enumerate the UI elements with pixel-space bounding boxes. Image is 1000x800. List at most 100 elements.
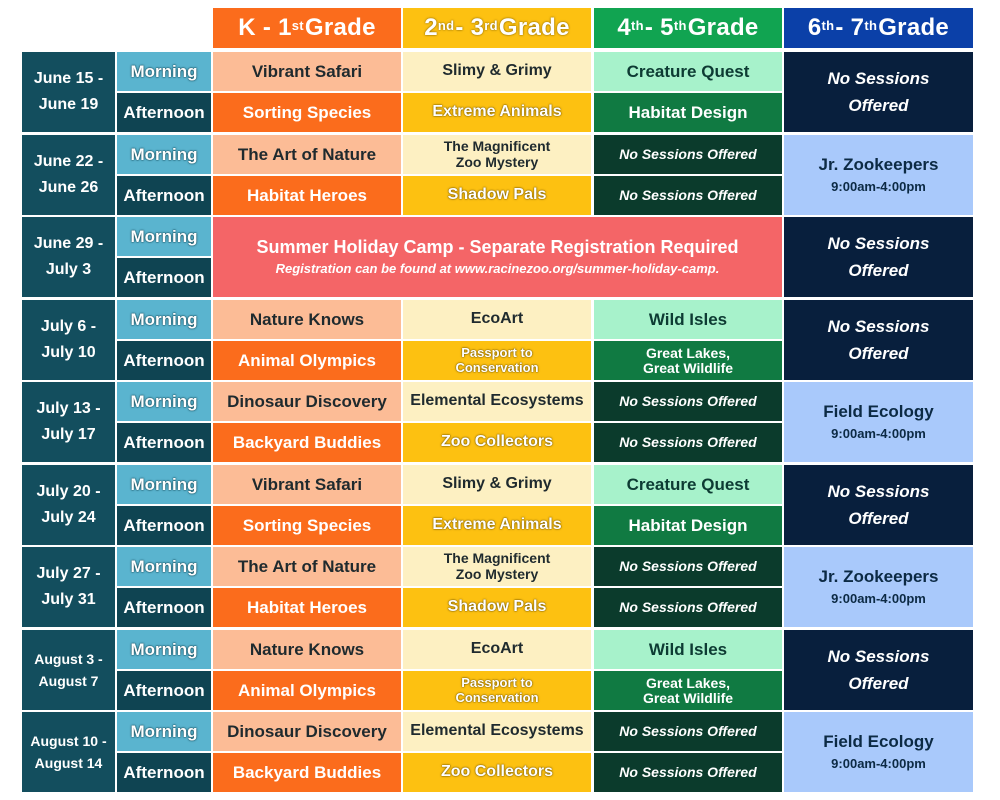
g23-afternoon-session: Zoo Collectors <box>403 753 591 792</box>
session-name: Animal Olympics <box>238 350 376 370</box>
session-name-line: Habitat Design <box>628 102 748 122</box>
slot-afternoon-label: Afternoon <box>123 597 205 617</box>
g45-morning-session: Wild Isles <box>594 300 782 339</box>
header-k1-b: Grade <box>304 14 376 41</box>
k1-afternoon-session: Animal Olympics <box>213 671 401 710</box>
slot-morning: Morning <box>117 52 211 91</box>
g67-week-session: Field Ecology 9:00am-4:00pm <box>784 712 973 792</box>
g67-line-2: 9:00am-4:00pm <box>831 755 926 771</box>
session-name-line: Shadow Pals <box>447 186 547 204</box>
session-name: Animal Olympics <box>238 680 376 700</box>
session-name-line: No Sessions Offered <box>619 723 757 740</box>
session-name: Nature Knows <box>249 309 365 329</box>
header-g23-a: 2 <box>424 14 438 41</box>
g67-line-1: No Sessions <box>827 316 930 336</box>
session-name: The Art of Nature <box>237 144 377 164</box>
g45-afternoon-session: Great Lakes, Great Wildlife <box>594 341 782 380</box>
session-name-line: Great Lakes, <box>645 344 731 361</box>
holiday-camp-banner: Summer Holiday Camp - Separate Registrat… <box>213 217 782 297</box>
header-g67-a-sup: th <box>821 17 835 33</box>
slot-afternoon: Afternoon <box>117 671 211 710</box>
g45-afternoon-session: No Sessions Offered <box>594 423 782 462</box>
week-start-date: June 29 - <box>33 235 104 253</box>
session-name: Sorting Species <box>242 102 372 122</box>
session-name-line: Creature Quest <box>626 61 750 81</box>
slot-morning: Morning <box>117 547 211 586</box>
session-name: The Art of Nature <box>237 556 377 576</box>
g67-line-2: 9:00am-4:00pm <box>831 590 926 606</box>
g67-line-1: No Sessions <box>827 646 930 666</box>
k1-morning-session: Dinosaur Discovery <box>213 382 401 421</box>
slot-afternoon: Afternoon <box>117 423 211 462</box>
k1-afternoon-session: Sorting Species <box>213 93 401 132</box>
session-name-line: Great Wildlife <box>642 359 734 376</box>
k1-afternoon-session: Habitat Heroes <box>213 588 401 627</box>
week-dates: June 22 - June 26 <box>22 135 115 215</box>
slot-afternoon: Afternoon <box>117 753 211 792</box>
g23-afternoon-session: Extreme Animals <box>403 506 591 545</box>
session-name-line: No Sessions Offered <box>619 558 757 575</box>
g45-afternoon-session: No Sessions Offered <box>594 176 782 215</box>
session-name-line: No Sessions Offered <box>619 187 757 204</box>
week-row: July 6 - July 10 Morning Afternoon Nature Kn… <box>0 300 1000 380</box>
g23-morning-session: Slimy & Grimy <box>403 465 591 504</box>
header-g45-a-sup: th <box>631 17 644 33</box>
week-end-date: July 24 <box>41 509 96 526</box>
session-name-line: Great Wildlife <box>642 689 734 706</box>
g45-afternoon-session: No Sessions Offered <box>594 753 782 792</box>
slot-afternoon: Afternoon <box>117 341 211 380</box>
session-name-line: Zoo Mystery <box>455 565 539 582</box>
header-g23-c: Grade <box>498 14 570 41</box>
session-name: Nature Knows <box>249 639 365 659</box>
g23-afternoon-session: Shadow Pals <box>403 176 591 215</box>
slot-morning: Morning <box>117 217 211 256</box>
g45-afternoon-session: Great Lakes, Great Wildlife <box>594 671 782 710</box>
g45-afternoon-session: Habitat Design <box>594 506 782 545</box>
slot-afternoon-label: Afternoon <box>123 515 205 535</box>
week-dates: August 3 - August 7 <box>22 630 115 710</box>
k1-afternoon-session: Animal Olympics <box>213 341 401 380</box>
k1-morning-session: Vibrant Safari <box>213 52 401 91</box>
g67-week-session: Field Ecology 9:00am-4:00pm <box>784 382 973 462</box>
week-dates: June 29 - July 3 <box>22 217 115 297</box>
k1-morning-session: Dinosaur Discovery <box>213 712 401 751</box>
g67-line-1: No Sessions <box>827 233 930 253</box>
g67-line-2: Offered <box>848 261 909 280</box>
session-name-line: No Sessions Offered <box>619 146 757 163</box>
g67-line-1: No Sessions <box>827 481 930 501</box>
k1-morning-session: The Art of Nature <box>213 547 401 586</box>
week-start-date: July 27 - <box>36 565 101 583</box>
session-name-line: No Sessions Offered <box>619 393 757 410</box>
k1-morning-session: Vibrant Safari <box>213 465 401 504</box>
slot-afternoon: Afternoon <box>117 588 211 627</box>
session-name: Vibrant Safari <box>251 61 363 81</box>
session-name-line: Slimy & Grimy <box>442 475 552 493</box>
g23-afternoon-session: Zoo Collectors <box>403 423 591 462</box>
g23-afternoon-session: Extreme Animals <box>403 93 591 132</box>
g67-line-2: Offered <box>848 344 909 363</box>
session-name-line: Elemental Ecosystems <box>410 722 584 740</box>
week-start-date: August 3 - <box>34 650 103 667</box>
slot-morning-label: Morning <box>130 309 198 329</box>
session-name-line: Extreme Animals <box>432 516 562 534</box>
g67-week-session: No Sessions Offered <box>784 300 973 380</box>
slot-morning-label: Morning <box>130 474 198 494</box>
week-dates: July 27 - July 31 <box>22 547 115 627</box>
slot-morning-label: Morning <box>130 556 198 576</box>
session-name-line: Passport to <box>461 675 533 691</box>
week-end-date: June 19 <box>38 96 99 113</box>
week-start-date: June 15 - <box>33 70 104 88</box>
g23-morning-session: Elemental Ecosystems <box>403 712 591 751</box>
g23-afternoon-session: Passport to Conservation <box>403 341 591 380</box>
week-start-date: July 13 - <box>36 400 101 418</box>
header-g67-b-sup: th <box>864 17 878 33</box>
week-dates: June 15 - June 19 <box>22 52 115 132</box>
session-name-line: EcoArt <box>470 310 524 328</box>
slot-morning-label: Morning <box>130 391 198 411</box>
slot-afternoon-label: Afternoon <box>123 432 205 452</box>
slot-afternoon-label: Afternoon <box>123 267 205 287</box>
week-start-date: July 20 - <box>36 483 101 501</box>
slot-morning-label: Morning <box>130 226 198 246</box>
